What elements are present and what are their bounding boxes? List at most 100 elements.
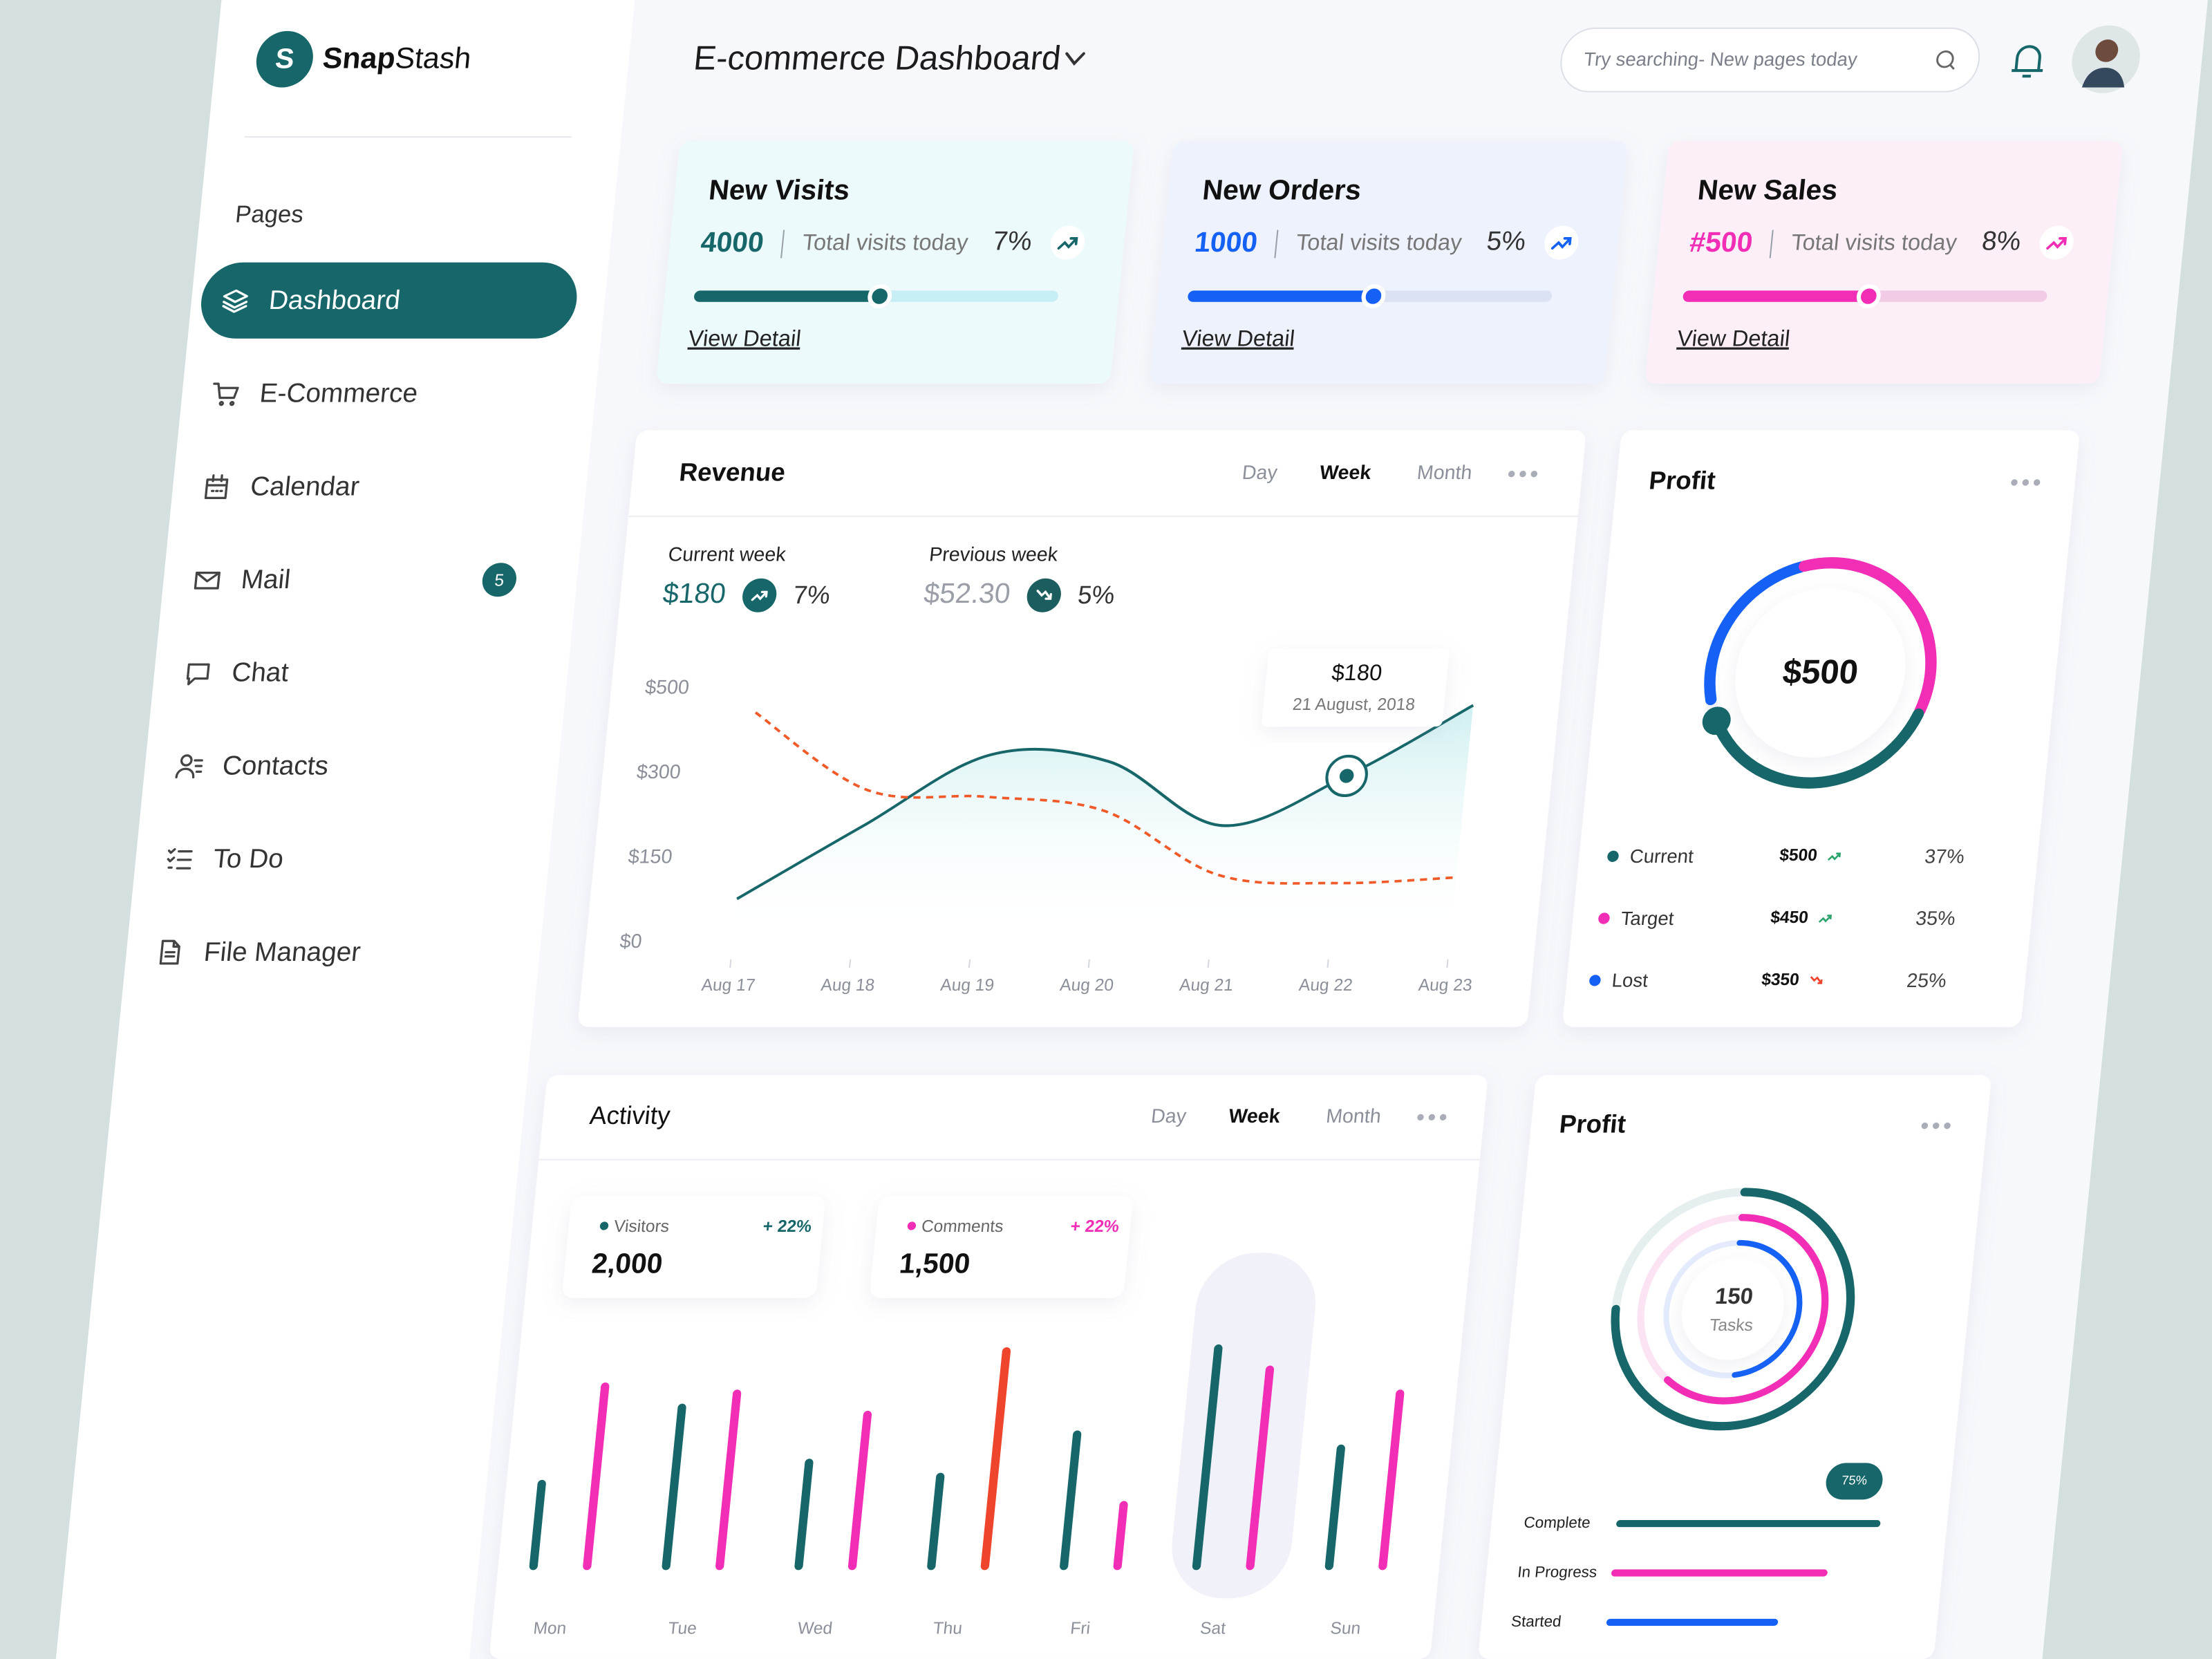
search-box[interactable]: Try searching- New pages today [1558, 27, 1982, 93]
avatar-body [2081, 67, 2125, 88]
stat-change: 8% [1980, 226, 2022, 256]
more-menu[interactable] [2011, 479, 2041, 486]
trend-badge [2039, 225, 2074, 260]
nav-item[interactable]: Contacts [175, 751, 330, 781]
legend-amount: $500 [1779, 846, 1818, 865]
nav-item[interactable]: File Manager [159, 937, 362, 967]
trend-icon [1818, 915, 1833, 923]
menu-dot [1519, 471, 1526, 478]
period-tab[interactable]: Week [1319, 462, 1372, 484]
donut-inner [1735, 588, 1906, 758]
nav-item[interactable]: Calendar [204, 471, 361, 501]
x-tick-label: Wed [797, 1620, 834, 1638]
stat-value: #500 [1688, 226, 1754, 258]
bar [1324, 1444, 1345, 1571]
trend-icon [1550, 237, 1572, 250]
donut-segment [1711, 708, 1924, 789]
bar [927, 1472, 945, 1571]
trend-icon [1057, 237, 1078, 250]
more-menu[interactable] [1508, 471, 1538, 478]
panel-title: Profit [1648, 467, 1717, 495]
x-tick-label: Mon [532, 1620, 567, 1638]
nav-icon [167, 847, 193, 870]
y-tick-label: $500 [644, 677, 691, 699]
period-tab[interactable]: Month [1325, 1105, 1382, 1127]
progress-knob [1361, 284, 1386, 308]
line-area [732, 705, 1474, 943]
notification-bell[interactable] [2011, 45, 2045, 78]
bar [847, 1410, 872, 1571]
search-field [1560, 27, 1980, 93]
x-tick-label: Aug 23 [1418, 976, 1473, 995]
nav-label: Contacts [221, 751, 330, 781]
avatar-head [2095, 39, 2119, 62]
view-detail-link[interactable]: View Detail [1676, 326, 1791, 351]
progress-knob [868, 284, 892, 308]
nav-icon [213, 382, 239, 406]
tasks-panel [1479, 1075, 1991, 1659]
donut-segment [1704, 561, 1807, 706]
trend-icon [2046, 237, 2068, 250]
progress-value-label: 75% [1841, 1473, 1868, 1488]
nav-label: E-Commerce [259, 379, 420, 409]
more-menu[interactable] [1921, 1122, 1951, 1130]
legend-label: Target [1620, 908, 1675, 929]
progress-fill [694, 290, 880, 302]
ring-arc [1664, 1214, 1829, 1405]
menu-dot [1428, 1114, 1436, 1121]
legend-amount: $450 [1770, 908, 1809, 927]
period-label: Previous week [928, 544, 1060, 566]
stat-caption: Total visits today [1790, 229, 1959, 255]
trend-badge [1027, 578, 1061, 612]
menu-dot [1530, 471, 1538, 478]
progress-fill [1188, 290, 1374, 302]
more-menu[interactable] [1417, 1114, 1447, 1121]
chevron [1065, 52, 1085, 66]
period-tab[interactable]: Day [1150, 1105, 1188, 1127]
brand-name-bold: Snap [321, 42, 397, 75]
period-label: Current week [667, 544, 787, 566]
y-tick-label: $150 [627, 845, 673, 868]
x-tick-label: Aug 17 [700, 976, 756, 995]
nav-item[interactable]: E-Commerce [212, 379, 419, 409]
nav-item[interactable]: Dashboard [198, 262, 581, 339]
stat-title: New Visits [707, 174, 851, 205]
nav-item[interactable]: Mail 5 [194, 563, 518, 597]
bar [794, 1459, 814, 1571]
tooltip-value: $180 [1331, 659, 1383, 685]
legend-share: 35% [1915, 908, 1956, 930]
view-detail-link[interactable]: View Detail [1181, 326, 1296, 351]
line-series [754, 711, 1456, 885]
period-tab[interactable]: Day [1241, 462, 1279, 484]
brand-initial: S [274, 43, 296, 75]
app-window: S SnapStash Pages Dashboard E-Commerce Calend… [55, 0, 2208, 1659]
period-tab[interactable]: Month [1416, 462, 1473, 484]
user-avatar[interactable] [2069, 25, 2144, 93]
page-switcher[interactable]: E-commerce Dashboard [692, 40, 1085, 77]
bar [1192, 1344, 1223, 1571]
selected-column [1172, 1253, 1316, 1599]
period-change: 5% [1076, 581, 1116, 609]
donut-center-value: $500 [1781, 654, 1859, 691]
x-tick-label: Aug 19 [939, 976, 995, 995]
nav-label: Dashboard [268, 285, 402, 315]
summary-card [563, 1196, 825, 1298]
stat-card [1645, 141, 2122, 384]
stat-separator [1274, 229, 1279, 259]
x-tick-label: Fri [1069, 1620, 1091, 1638]
legend-share: 25% [1906, 970, 1947, 992]
menu-dot [1944, 1122, 1951, 1130]
view-detail-link[interactable]: View Detail [687, 326, 802, 351]
tooltip-box [1262, 648, 1450, 727]
nav-item[interactable]: To Do [167, 844, 285, 874]
trend-icon [1810, 976, 1823, 984]
nav-icon [204, 474, 229, 500]
nav-icon [194, 571, 221, 590]
stat-caption: Total visits today [801, 229, 970, 255]
x-tick-label: Thu [932, 1620, 964, 1638]
nav-item[interactable]: Chat [186, 658, 290, 688]
trend-badge [742, 578, 777, 612]
period-tab[interactable]: Week [1228, 1105, 1281, 1127]
